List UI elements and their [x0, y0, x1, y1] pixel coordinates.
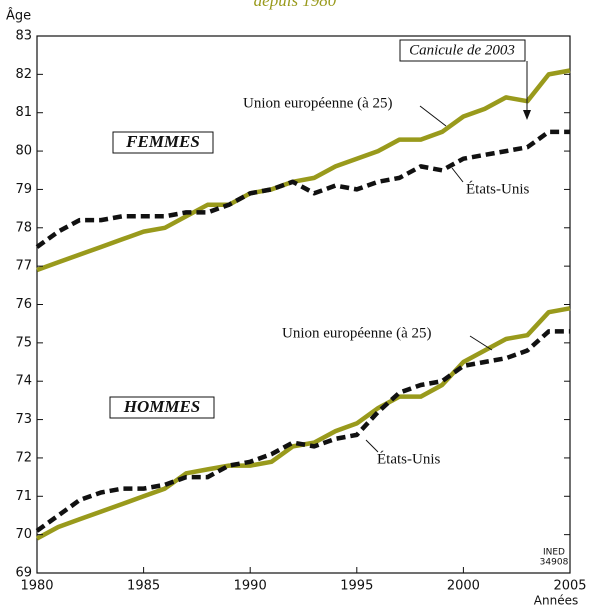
x-tick-label: 1980: [20, 579, 53, 594]
annotation: Canicule de 2003: [409, 42, 515, 58]
group-box: [109, 396, 215, 419]
leader: [419, 105, 447, 127]
group-label: FEMMES: [125, 132, 200, 151]
y-tick-label: 72: [15, 450, 32, 465]
arrow-head: [523, 110, 531, 120]
y-tick-label: 76: [15, 297, 32, 312]
series-label: États-Unis: [377, 450, 440, 467]
y-tick-label: 79: [15, 182, 32, 197]
y-tick-label: 78: [15, 220, 32, 235]
y-tick-label: 73: [15, 412, 32, 427]
group-box: [112, 131, 214, 154]
y-tick-label: 69: [15, 566, 32, 581]
series-label: Union européenne (à 25): [243, 95, 393, 111]
x-tick-label: 1990: [234, 579, 267, 594]
plot-frame: [36, 35, 571, 574]
leader: [451, 167, 464, 183]
series-line: [36, 68, 571, 273]
x-axis-label: Années: [534, 594, 578, 608]
x-tick-label: 2005: [553, 579, 586, 594]
series-label: Union européenne (à 25): [282, 325, 432, 341]
x-tick-label: 2000: [447, 579, 480, 594]
series-line: [35, 329, 570, 533]
leader: [469, 335, 493, 351]
x-tick-label: 1985: [127, 579, 160, 594]
y-tick-label: 75: [15, 335, 32, 350]
y-tick-label: 74: [15, 374, 32, 389]
y-tick-label: 70: [15, 527, 32, 542]
group-label: HOMMES: [123, 397, 201, 416]
source: 34908: [540, 558, 569, 568]
series-line: [35, 306, 571, 541]
y-tick-label: 71: [15, 489, 32, 504]
chart-title: depuis 1980: [254, 0, 337, 10]
y-tick-label: 77: [15, 259, 32, 274]
leader: [365, 439, 379, 453]
series-label: États-Unis: [466, 180, 529, 197]
series-line: [35, 129, 570, 249]
y-tick-label: 80: [15, 144, 32, 159]
y-axis-label: Âge: [6, 8, 31, 24]
source: INED: [543, 548, 565, 558]
y-tick-label: 82: [15, 67, 32, 82]
y-tick-label: 81: [15, 105, 32, 120]
y-tick-label: 83: [15, 29, 32, 44]
x-tick-label: 1995: [340, 579, 373, 594]
annotation-box: [399, 39, 526, 62]
